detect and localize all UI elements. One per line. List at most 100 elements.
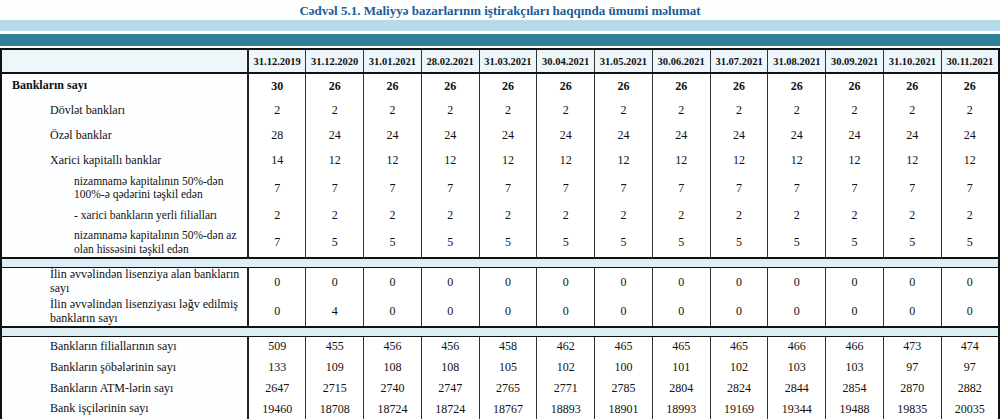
row-label: Bankların şöbələrinin sayı — [1, 357, 248, 378]
row-label: Bank işçilərinin sayı — [1, 399, 248, 419]
value-cell: 7 — [479, 173, 537, 203]
table-header-row: 31.12.201931.12.202031.01.202128.02.2021… — [1, 49, 999, 73]
value-cell: 2870 — [883, 378, 941, 399]
value-cell: 5 — [595, 228, 653, 258]
value-cell: 26 — [479, 73, 537, 98]
column-header-date: 31.07.2021 — [710, 49, 768, 73]
value-cell: 7 — [537, 173, 595, 203]
value-cell: 24 — [826, 123, 884, 148]
value-cell: 24 — [595, 123, 653, 148]
value-cell: 24 — [883, 123, 941, 148]
value-cell: 7 — [883, 173, 941, 203]
value-cell: 2765 — [479, 378, 537, 399]
value-cell: 26 — [710, 73, 768, 98]
empty-corner-cell — [1, 49, 248, 73]
value-cell: 2 — [826, 98, 884, 123]
value-cell: 7 — [652, 173, 710, 203]
value-cell: 5 — [826, 228, 884, 258]
value-cell: 5 — [652, 228, 710, 258]
decorative-band-light — [0, 20, 1000, 31]
value-cell: 466 — [826, 336, 884, 357]
value-cell: 26 — [306, 73, 364, 98]
value-cell: 19169 — [710, 399, 768, 419]
value-cell: 2 — [537, 203, 595, 228]
value-cell: 0 — [941, 297, 999, 327]
value-cell: 7 — [421, 173, 479, 203]
value-cell: 2 — [248, 203, 306, 228]
value-cell: 109 — [306, 357, 364, 378]
value-cell: 2 — [364, 98, 422, 123]
value-cell: 2 — [421, 98, 479, 123]
column-header-date: 31.01.2021 — [364, 49, 422, 73]
value-cell: 2 — [306, 98, 364, 123]
decorative-band-teal — [0, 34, 1000, 46]
row-label: Xarici kapitallı banklar — [1, 148, 248, 173]
value-cell: 2 — [595, 98, 653, 123]
column-header-date: 31.03.2021 — [479, 49, 537, 73]
column-header-date: 31.08.2021 — [768, 49, 826, 73]
value-cell: 0 — [479, 267, 537, 297]
row-label: Bankların sayı — [1, 73, 248, 98]
table-row: Bankların ATM-lərin sayı2647271527402747… — [1, 378, 999, 399]
value-cell: 2824 — [710, 378, 768, 399]
value-cell: 18893 — [537, 399, 595, 419]
value-cell: 12 — [652, 148, 710, 173]
table-row: Bankların sayı30262626262626262626262626 — [1, 73, 999, 98]
value-cell: 24 — [710, 123, 768, 148]
value-cell: 19460 — [248, 399, 306, 419]
value-cell: 24 — [652, 123, 710, 148]
section-separator — [1, 327, 999, 336]
value-cell: 5 — [883, 228, 941, 258]
value-cell: 0 — [595, 267, 653, 297]
value-cell: 26 — [652, 73, 710, 98]
value-cell: 0 — [364, 297, 422, 327]
value-cell: 509 — [248, 336, 306, 357]
table-row: nizamnamə kapitalının 50%-dən 100%-ə qəd… — [1, 173, 999, 203]
value-cell: 5 — [364, 228, 422, 258]
value-cell: 7 — [595, 173, 653, 203]
value-cell: 7 — [768, 173, 826, 203]
value-cell: 0 — [652, 297, 710, 327]
row-label: Bankların filiallarının sayı — [1, 336, 248, 357]
value-cell: 12 — [595, 148, 653, 173]
value-cell: 26 — [768, 73, 826, 98]
value-cell: 18993 — [652, 399, 710, 419]
value-cell: 28 — [248, 123, 306, 148]
value-cell: 2 — [826, 203, 884, 228]
value-cell: 24 — [364, 123, 422, 148]
value-cell: 133 — [248, 357, 306, 378]
value-cell: 5 — [710, 228, 768, 258]
value-cell: 18767 — [479, 399, 537, 419]
table-row: Bankların şöbələrinin sayı13310910810810… — [1, 357, 999, 378]
value-cell: 18724 — [421, 399, 479, 419]
value-cell: 0 — [941, 267, 999, 297]
value-cell: 12 — [883, 148, 941, 173]
value-cell: 5 — [768, 228, 826, 258]
value-cell: 0 — [537, 297, 595, 327]
value-cell: 103 — [826, 357, 884, 378]
table-row: Xarici kapitallı banklar1412121212121212… — [1, 148, 999, 173]
value-cell: 24 — [479, 123, 537, 148]
column-header-date: 30.11.2021 — [941, 49, 999, 73]
value-cell: 2 — [248, 98, 306, 123]
value-cell: 7 — [248, 228, 306, 258]
column-header-date: 30.09.2021 — [826, 49, 884, 73]
value-cell: 2 — [710, 203, 768, 228]
value-cell: 26 — [826, 73, 884, 98]
value-cell: 19835 — [883, 399, 941, 419]
value-cell: 2715 — [306, 378, 364, 399]
value-cell: 2 — [941, 203, 999, 228]
table-row: Bank işçilərinin sayı1946018708187241872… — [1, 399, 999, 419]
value-cell: 97 — [941, 357, 999, 378]
value-cell: 19344 — [768, 399, 826, 419]
value-cell: 0 — [883, 267, 941, 297]
section-separator — [1, 258, 999, 267]
value-cell: 2785 — [595, 378, 653, 399]
value-cell: 0 — [768, 297, 826, 327]
value-cell: 0 — [826, 297, 884, 327]
value-cell: 2 — [652, 203, 710, 228]
value-cell: 18724 — [364, 399, 422, 419]
data-table: 31.12.201931.12.202031.01.202128.02.2021… — [0, 48, 1000, 419]
value-cell: 0 — [595, 297, 653, 327]
value-cell: 7 — [364, 173, 422, 203]
